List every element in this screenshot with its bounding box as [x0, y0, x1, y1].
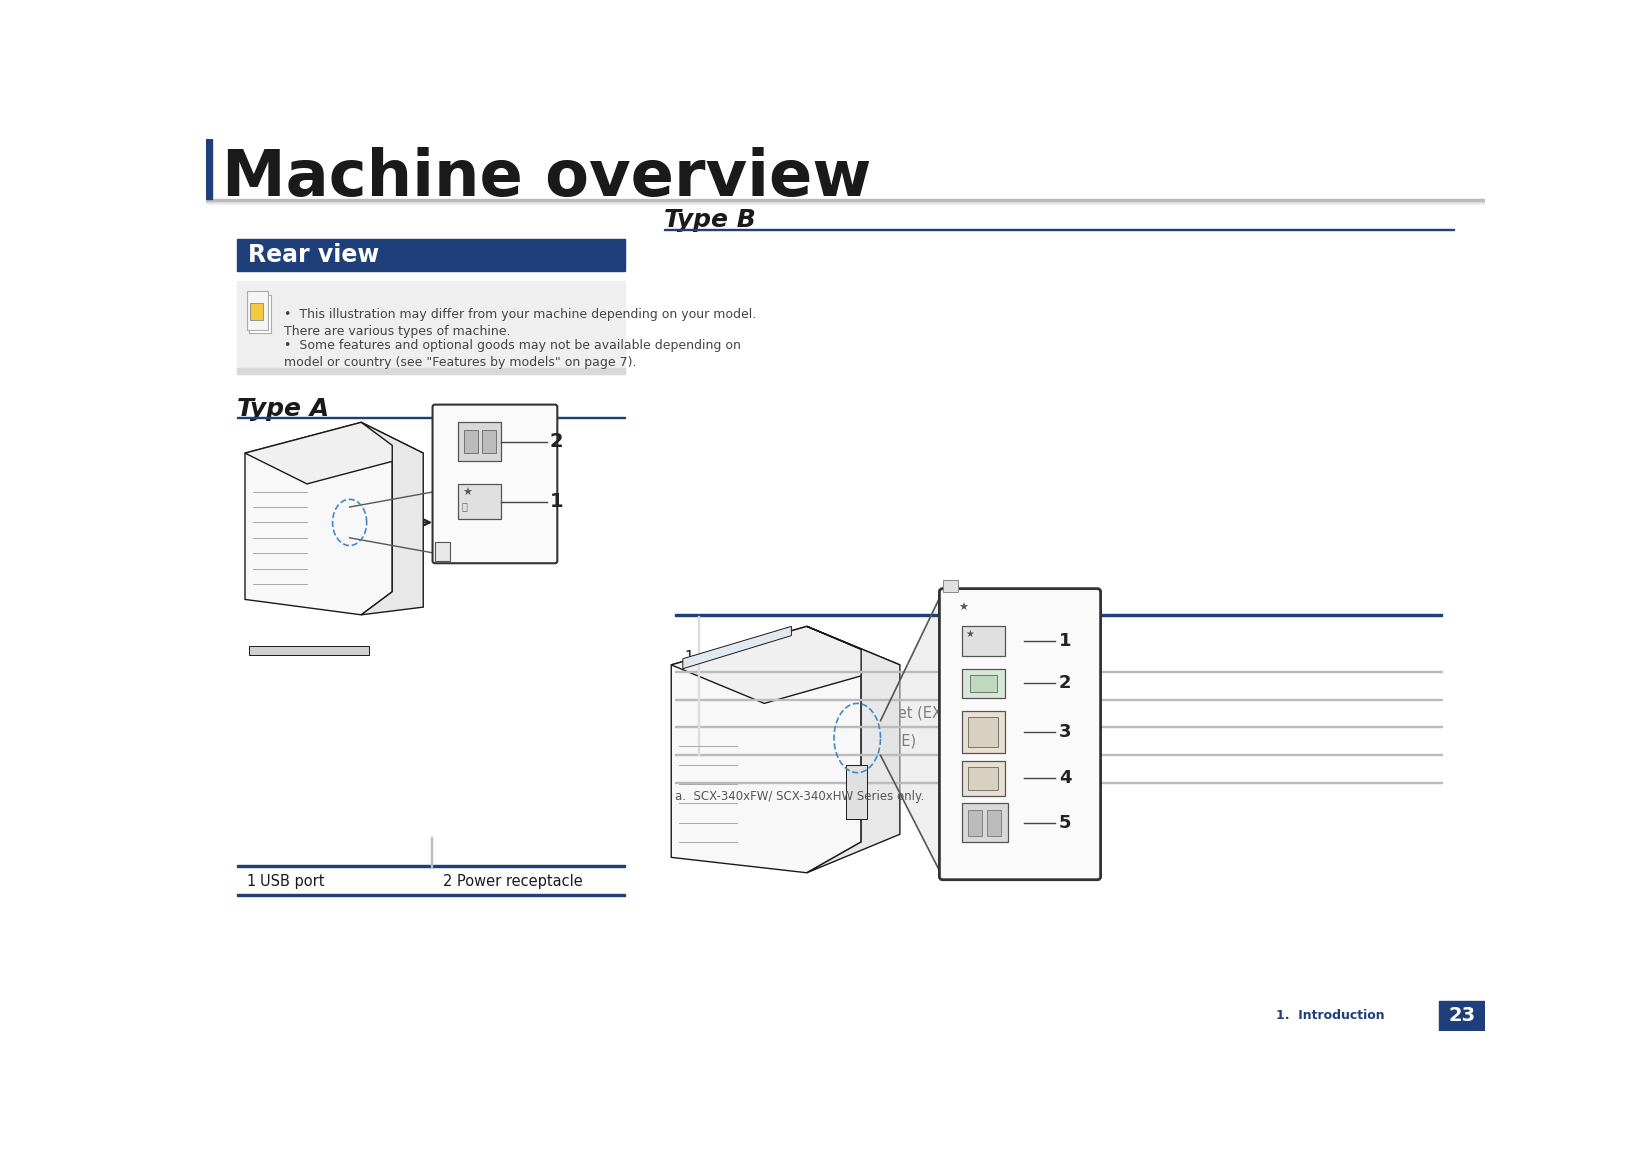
- Text: Extension telephone socket (EXT.): Extension telephone socket (EXT.): [710, 706, 959, 721]
- Bar: [249, 294, 271, 334]
- Text: ★: ★: [462, 488, 472, 498]
- Polygon shape: [683, 626, 792, 668]
- Text: 5: 5: [685, 761, 693, 776]
- Bar: [1439, 1002, 1485, 1031]
- Bar: [987, 809, 1000, 836]
- Bar: [238, 865, 625, 866]
- Bar: [459, 423, 500, 461]
- Text: •  This illustration may differ from your machine depending on your model.
There: • This illustration may differ from your…: [284, 308, 756, 338]
- Text: 2: 2: [685, 679, 693, 694]
- Text: 1: 1: [685, 651, 693, 666]
- Bar: [962, 626, 1005, 655]
- Bar: [675, 615, 1442, 616]
- Bar: [962, 668, 1005, 698]
- Bar: [845, 765, 868, 819]
- Polygon shape: [244, 423, 424, 484]
- Text: ⬜: ⬜: [462, 501, 469, 512]
- Text: USB port: USB port: [710, 651, 774, 666]
- Bar: [246, 292, 269, 330]
- Text: 2: 2: [1059, 674, 1071, 692]
- Polygon shape: [361, 423, 424, 615]
- Bar: [482, 430, 497, 453]
- Text: Rear view: Rear view: [248, 243, 380, 267]
- Polygon shape: [672, 626, 861, 873]
- Text: •  Some features and optional goods may not be available depending on
model or c: • Some features and optional goods may n…: [284, 339, 741, 369]
- Polygon shape: [942, 580, 959, 592]
- Text: 3: 3: [685, 706, 693, 721]
- Bar: [238, 371, 625, 374]
- Polygon shape: [672, 626, 899, 703]
- Text: Machine overview: Machine overview: [221, 147, 871, 208]
- Text: ★: ★: [959, 603, 969, 614]
- Bar: [436, 542, 450, 560]
- Text: 4: 4: [1059, 769, 1071, 787]
- Bar: [238, 894, 625, 896]
- Bar: [249, 646, 370, 655]
- Text: 4: 4: [685, 734, 693, 748]
- Text: 1: 1: [246, 874, 256, 888]
- Text: 3: 3: [1059, 724, 1071, 741]
- Text: Type A: Type A: [238, 397, 330, 420]
- Text: 5: 5: [1059, 814, 1071, 831]
- Bar: [251, 303, 262, 320]
- Bar: [464, 430, 477, 453]
- Text: 1: 1: [549, 492, 563, 511]
- Bar: [206, 139, 213, 199]
- Bar: [969, 717, 998, 747]
- Polygon shape: [244, 423, 393, 615]
- Bar: [459, 484, 500, 519]
- Polygon shape: [807, 626, 899, 873]
- Bar: [238, 281, 625, 374]
- Bar: [962, 804, 1008, 842]
- Text: 1: 1: [1059, 632, 1071, 650]
- FancyBboxPatch shape: [939, 588, 1101, 880]
- Text: 23: 23: [1449, 1006, 1475, 1026]
- Text: Power receptacle: Power receptacle: [457, 874, 582, 888]
- Text: 2: 2: [442, 874, 452, 888]
- Text: Power receptacle: Power receptacle: [710, 761, 837, 776]
- Bar: [969, 768, 998, 790]
- Polygon shape: [881, 592, 942, 877]
- Bar: [962, 761, 1005, 796]
- Text: 1.  Introduction: 1. Introduction: [1275, 1010, 1384, 1023]
- Bar: [962, 711, 1005, 754]
- Text: ★: ★: [965, 630, 973, 639]
- Text: a.  SCX-340xFW/ SCX-340xHW Series only.: a. SCX-340xFW/ SCX-340xHW Series only.: [675, 791, 924, 804]
- Bar: [969, 809, 982, 836]
- Text: 2: 2: [549, 432, 563, 452]
- Bar: [238, 239, 625, 271]
- Bar: [238, 367, 625, 371]
- Text: USB port: USB port: [261, 874, 325, 888]
- FancyBboxPatch shape: [432, 404, 558, 563]
- Bar: [970, 675, 997, 691]
- Text: Network portᵃ: Network portᵃ: [710, 679, 812, 694]
- Text: Telephone line socket (LINE): Telephone line socket (LINE): [710, 734, 916, 748]
- Text: Type B: Type B: [663, 208, 756, 233]
